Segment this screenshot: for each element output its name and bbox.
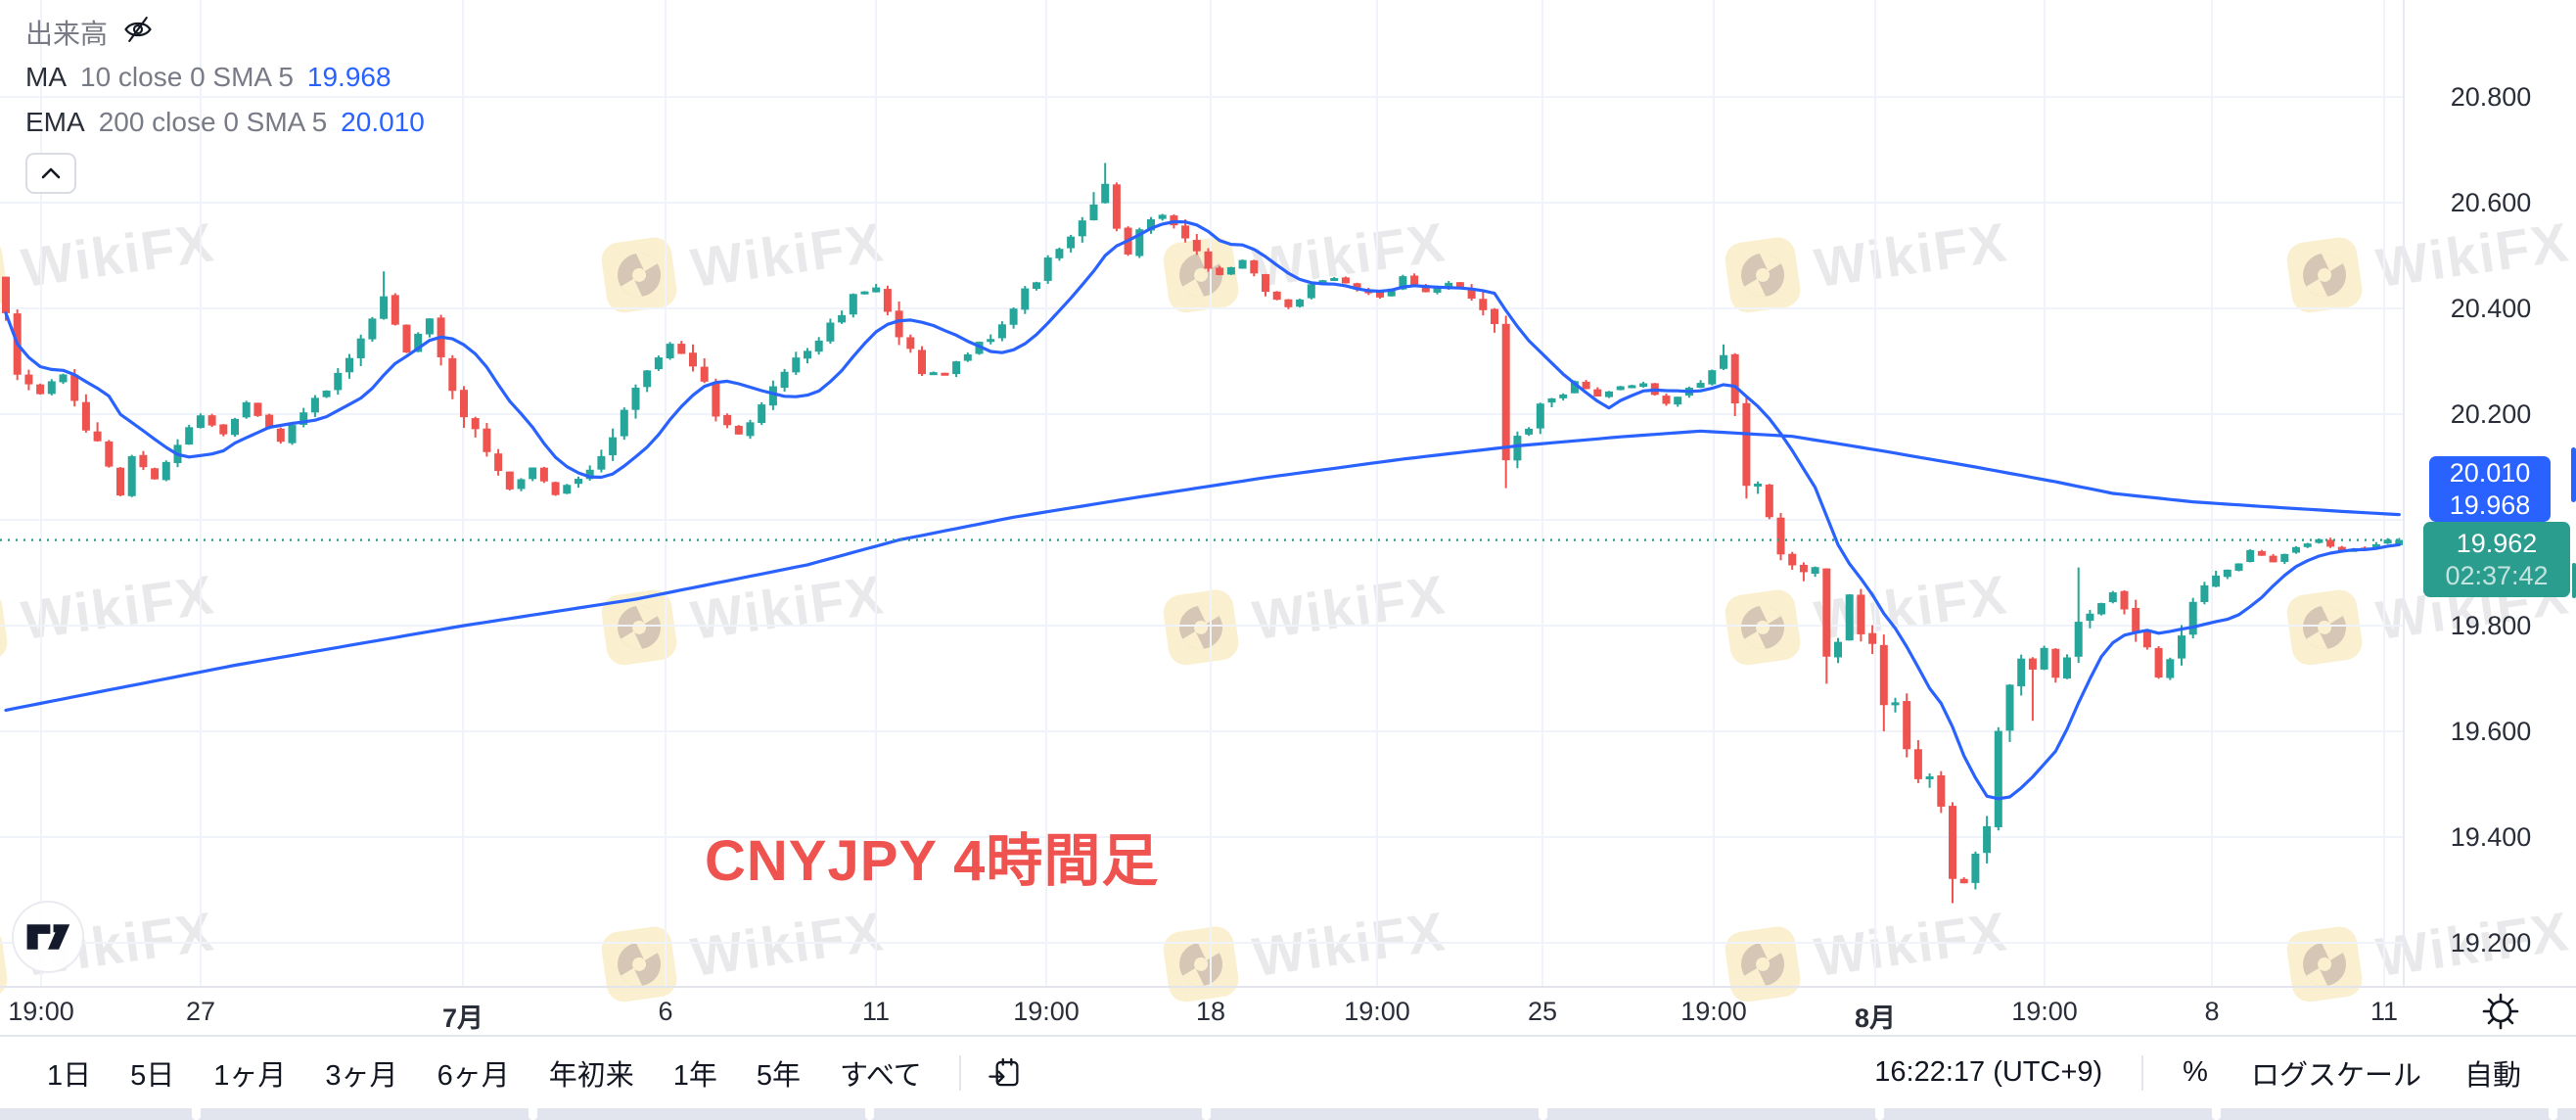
time-tick-label: 18 xyxy=(1195,997,1226,1026)
price-tick-label: 20.200 xyxy=(2450,399,2532,429)
legend: 出来高 MA 10 close 0 SMA 5 19.968 EMA 200 c… xyxy=(25,10,425,194)
bottom-edge-strip xyxy=(0,1108,2576,1120)
indicator-price-tags: 20.010 19.968 xyxy=(2429,456,2551,522)
time-tick-label: 27 xyxy=(185,997,216,1026)
clock-display[interactable]: 16:22:17 (UTC+9) xyxy=(1874,1056,2103,1088)
auto-scale-button[interactable]: 自動 xyxy=(2463,1059,2521,1092)
strip-notch xyxy=(192,1108,201,1120)
time-tick-label: 8 xyxy=(2204,997,2220,1026)
range-button-年初来[interactable]: 年初来 xyxy=(548,1059,634,1092)
ema-price-tag: 20.010 xyxy=(2449,457,2531,488)
time-tick-label: 19:00 xyxy=(8,997,74,1026)
go-to-date-button[interactable] xyxy=(979,1050,1030,1096)
strip-notch xyxy=(1202,1108,1211,1120)
ma-price-tag: 19.968 xyxy=(2449,490,2531,520)
time-tick-label: 19:00 xyxy=(1344,997,1410,1026)
strip-notch xyxy=(1539,1108,1547,1120)
bottom-toolbar: 1日 5日 1ヶ月 3ヶ月 6ヶ月 年初来 1年 5年 すべて 16:22:17 (UTC+9)… xyxy=(0,1037,2576,1108)
percent-scale-button[interactable]: % xyxy=(2183,1056,2208,1088)
candlestick-chart[interactable] xyxy=(0,0,2404,986)
ma-params: 10 close 0 SMA 5 xyxy=(80,62,294,92)
range-button-5年[interactable]: 5年 xyxy=(756,1059,801,1092)
time-tick-label: 19:00 xyxy=(2011,997,2078,1026)
time-tick-label: 19:00 xyxy=(1680,997,1747,1026)
last-price-tag: 19.962 02:37:42 xyxy=(2423,522,2570,597)
tradingview-logo[interactable] xyxy=(12,901,84,973)
toolbar-right-group: 16:22:17 (UTC+9) % ログスケール 自動 xyxy=(1853,1045,2576,1101)
symbol-annotation: CNYJPY 4時間足 xyxy=(705,829,1160,893)
legend-row-ma10[interactable]: MA 10 close 0 SMA 5 19.968 xyxy=(25,55,425,100)
go-to-date-icon xyxy=(989,1057,1019,1086)
price-tick-label: 19.400 xyxy=(2450,822,2532,852)
ema-params: 200 close 0 SMA 5 xyxy=(98,107,328,137)
time-tick-label: 19:00 xyxy=(1013,997,1080,1026)
range-button-1ヶ月[interactable]: 1ヶ月 xyxy=(213,1059,287,1092)
time-tick-label: 6 xyxy=(658,997,673,1026)
price-tick-label: 19.600 xyxy=(2450,717,2532,746)
strip-notch xyxy=(529,1108,537,1120)
toolbar-divider xyxy=(958,1054,961,1091)
strip-notch xyxy=(865,1108,874,1120)
time-tick-label: 7月 xyxy=(441,1003,484,1033)
edge-tag-sliver-blue xyxy=(2571,447,2576,502)
log-scale-button[interactable]: ログスケール xyxy=(2250,1059,2421,1092)
price-tick-label: 19.200 xyxy=(2450,928,2532,957)
time-tick-label: 11 xyxy=(861,997,891,1026)
toolbar-separator xyxy=(0,1035,2576,1037)
last-price-value: 19.962 xyxy=(2456,528,2538,558)
eye-off-icon[interactable] xyxy=(121,15,155,51)
strip-notch xyxy=(2549,1108,2557,1120)
legend-row-volume[interactable]: 出来高 xyxy=(25,10,425,55)
time-axis-separator xyxy=(0,986,2576,988)
ma-name: MA xyxy=(25,62,67,92)
ma-value: 19.968 xyxy=(306,62,391,92)
ema-name: EMA xyxy=(25,107,85,137)
date-range-buttons: 1日 5日 1ヶ月 3ヶ月 6ヶ月 年初来 1年 5年 すべて xyxy=(0,1045,942,1101)
legend-row-ema200[interactable]: EMA 200 close 0 SMA 5 20.010 xyxy=(25,100,425,145)
bar-countdown: 02:37:42 xyxy=(2445,560,2549,590)
range-button-6ヶ月[interactable]: 6ヶ月 xyxy=(437,1059,510,1092)
settings-gear-button[interactable] xyxy=(2478,989,2523,1034)
range-button-3ヶ月[interactable]: 3ヶ月 xyxy=(325,1059,398,1092)
edge-tag-sliver-teal xyxy=(2572,563,2576,598)
gear-icon xyxy=(2482,993,2519,1030)
time-tick-label: 25 xyxy=(1527,997,1558,1026)
time-tick-label: 8月 xyxy=(1854,1003,1897,1033)
ema-value: 20.010 xyxy=(341,107,425,137)
price-tick-label: 19.800 xyxy=(2450,611,2532,640)
chevron-up-icon xyxy=(41,167,61,179)
range-button-1年[interactable]: 1年 xyxy=(672,1059,717,1092)
strip-notch xyxy=(2212,1108,2221,1120)
tradingview-logo-icon xyxy=(26,924,70,950)
price-tick-label: 20.600 xyxy=(2450,188,2532,217)
volume-label: 出来高 xyxy=(25,19,109,49)
collapse-legend-button[interactable] xyxy=(25,153,76,194)
toolbar-divider xyxy=(2141,1054,2144,1091)
price-tick-label: 20.400 xyxy=(2450,294,2532,323)
time-scale[interactable]: 19:00 27 7月 6 11 19:00 18 19:00 25 19:00 8月 19:00 8 1… xyxy=(0,988,2576,1035)
range-button-すべて[interactable]: すべて xyxy=(840,1059,922,1092)
price-tick-label: 20.800 xyxy=(2450,82,2532,112)
range-button-1日[interactable]: 1日 xyxy=(47,1059,92,1092)
strip-notch xyxy=(1875,1108,1884,1120)
price-axis-border xyxy=(2403,0,2405,986)
range-button-5日[interactable]: 5日 xyxy=(130,1059,175,1092)
time-tick-label: 11 xyxy=(2369,997,2399,1026)
